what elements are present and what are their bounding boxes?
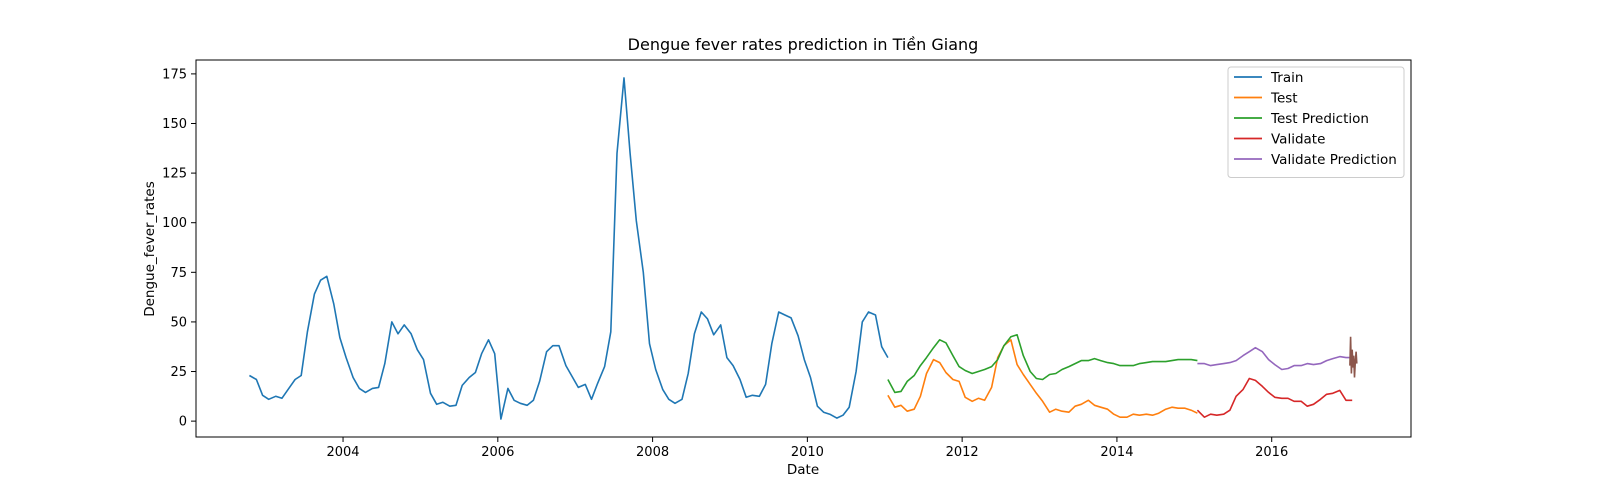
y-tick-label: 50 (170, 315, 187, 330)
x-tick-label: 2006 (481, 445, 514, 460)
plot-frame (195, 59, 1412, 438)
x-tick-label: 2008 (636, 445, 669, 460)
series-line-0 (249, 77, 889, 420)
x-axis-label: Date (787, 462, 819, 478)
series-line-1 (887, 339, 1198, 418)
plot-area (195, 59, 1412, 438)
series-line-2 (887, 334, 1198, 394)
y-tick-label: 175 (162, 67, 187, 82)
legend-label: Train (1270, 70, 1303, 86)
x-axis: 2004 2006 2008 2010 2012 2014 2016 (326, 437, 1288, 460)
legend: Train Test Test Prediction Validate Validate… (1227, 66, 1405, 178)
chart-title: Dengue fever rates prediction in Tiền Gi… (628, 35, 979, 54)
y-tick-label: 125 (162, 167, 187, 182)
annotation-line-0 (1349, 336, 1358, 378)
x-tick-label: 2016 (1255, 445, 1288, 460)
y-tick-label: 0 (179, 415, 187, 430)
y-tick-label: 150 (162, 117, 187, 132)
y-axis: 0 25 50 75 100 125 150 175 (162, 67, 196, 430)
series-line-3 (1196, 377, 1353, 418)
x-tick-label: 2010 (791, 445, 824, 460)
y-tick-label: 75 (170, 266, 187, 281)
x-tick-label: 2014 (1100, 445, 1133, 460)
series-line-4 (1197, 346, 1353, 371)
y-axis-label: Dengue_fever_rates (142, 181, 158, 317)
legend-label: Validate (1271, 132, 1325, 148)
legend-box (1227, 66, 1405, 178)
y-tick-label: 100 (162, 216, 187, 231)
y-tick-label: 25 (170, 365, 187, 380)
legend-label: Test Prediction (1270, 111, 1369, 127)
x-tick-label: 2004 (326, 445, 359, 460)
x-tick-label: 2012 (946, 445, 979, 460)
legend-label: Test (1270, 91, 1298, 107)
legend-label: Validate Prediction (1271, 152, 1397, 168)
